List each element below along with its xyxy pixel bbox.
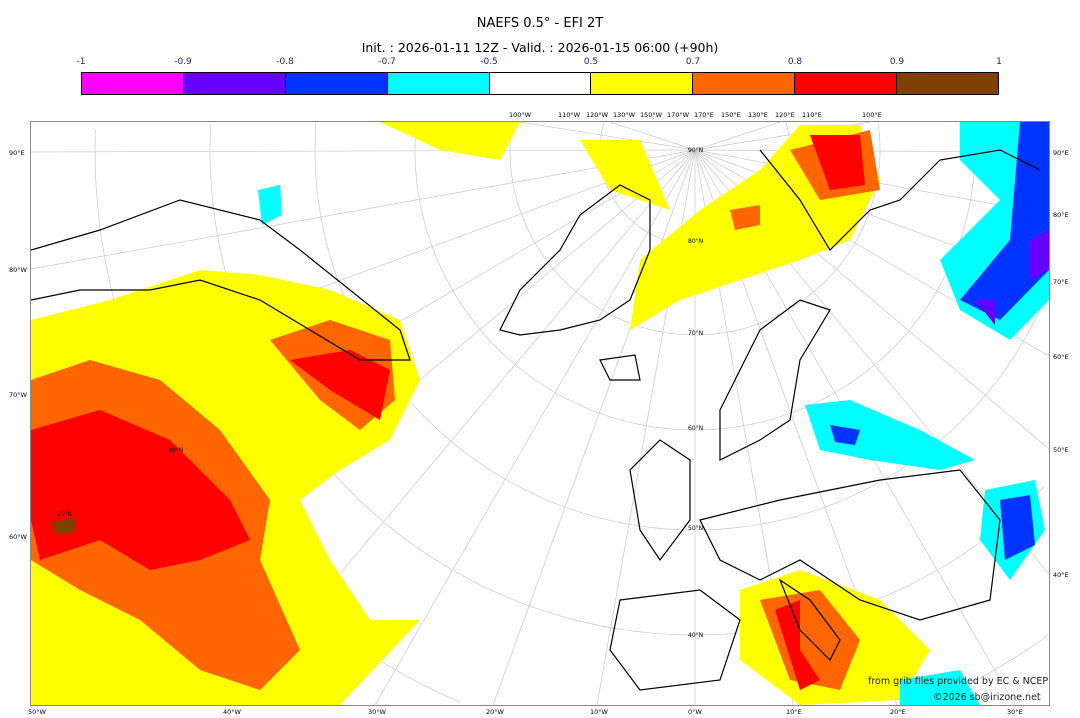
bottom-axis-label: 30°E (1007, 708, 1023, 716)
colorbar (81, 72, 999, 95)
colorbar-label: -0.5 (480, 57, 498, 67)
top-axis-label: 110°W (558, 111, 581, 119)
graticule-meridian (492, 149, 696, 705)
colorbar-swatch (82, 73, 184, 94)
right-axis-label: 90°E (1053, 149, 1069, 157)
data-source-credit: from grib files provided by EC & NCEP (868, 676, 1049, 687)
left-axis-label: 90°E (9, 149, 25, 157)
top-axis-label: 130°E (748, 111, 768, 119)
right-axis-label: 70°E (1053, 278, 1069, 286)
colorbar-swatch (795, 73, 898, 94)
lat-label: 60°N (688, 425, 703, 432)
graticule-meridian (519, 122, 696, 151)
bottom-axis-label: 30°W (368, 708, 386, 716)
lat-label: 20°N (57, 511, 72, 518)
colorbar-swatch (489, 73, 592, 94)
colorbar-swatch (285, 73, 388, 94)
lat-label: 30°N (168, 447, 183, 454)
colorbar-label: 0.5 (583, 57, 599, 67)
latitude-labels: 90°N 80°N 70°N 60°N 50°N 40°N 30°N 20°N (57, 147, 703, 639)
graticule-meridian (374, 149, 696, 705)
map-subtitle: Init. : 2026-01-11 12Z - Valid. : 2026-0… (361, 40, 719, 55)
colorbar-label: 1 (996, 57, 1002, 67)
bottom-axis-label: 20°E (890, 708, 906, 716)
colorbar-label: 0.8 (787, 57, 803, 67)
graticule-meridian (694, 122, 781, 151)
top-axis-label: 100°E (862, 111, 882, 119)
right-axis-label: 60°E (1053, 353, 1069, 361)
graticule-meridian (31, 149, 696, 153)
graticule-meridian (31, 149, 696, 270)
colorbar-swatch (591, 73, 694, 94)
left-axis-label: 70°W (9, 391, 27, 399)
graticule-parallel (414, 125, 976, 431)
colorbar-swatch (183, 73, 286, 94)
lat-label: 90°N (688, 147, 703, 154)
top-axis-label: 110°E (802, 111, 822, 119)
right-axis-label: 50°E (1053, 446, 1069, 454)
map-panel[interactable]: 90°N 80°N 70°N 60°N 50°N 40°N 30°N 20°N (30, 121, 1050, 706)
colorbar-label: -1 (76, 57, 86, 67)
colorbar-label: 0.7 (685, 57, 701, 67)
efi-map: 90°N 80°N 70°N 60°N 50°N 40°N 30°N 20°N (31, 122, 1049, 705)
top-axis-label: 170°W (667, 111, 690, 119)
lat-label: 70°N (688, 330, 703, 337)
bottom-axis-label: 0°W (688, 708, 702, 716)
right-axis-label: 80°E (1053, 211, 1069, 219)
bottom-axis-label: 40°W (223, 708, 241, 716)
colorbar-label: -0.7 (378, 57, 396, 67)
graticule-parallel (877, 124, 881, 150)
graticule-meridian (609, 122, 696, 151)
top-axis-label: 100°W (509, 111, 532, 119)
map-title: NAEFS 0.5° - EFI 2T (476, 16, 604, 31)
colorbar-label: 0.9 (889, 57, 905, 67)
lat-label: 50°N (688, 525, 703, 532)
lat-label: 40°N (688, 632, 703, 639)
bottom-axis-label: 10°E (786, 708, 802, 716)
coastlines (31, 149, 1041, 691)
colorbar-label: -0.8 (276, 57, 294, 67)
colorbar-swatch (693, 73, 796, 94)
left-axis-label: 80°W (9, 266, 27, 274)
top-axis-label: 150°W (640, 111, 663, 119)
colorbar-swatch (897, 73, 999, 94)
colorbar-swatch (387, 73, 490, 94)
top-axis-label: 120°W (586, 111, 609, 119)
top-axis-label: 170°E (694, 111, 714, 119)
efi-purple-area (975, 230, 1049, 325)
efi-brown-area (52, 518, 75, 534)
lat-label: 80°N (688, 238, 703, 245)
efi-red-areas (31, 135, 865, 690)
top-axis-label: 130°W (613, 111, 636, 119)
copyright-credit: ©2026 sb@irizone.net (933, 692, 1041, 703)
top-axis-label: 150°E (721, 111, 741, 119)
top-axis-label: 120°E (775, 111, 795, 119)
bottom-axis-label: 10°W (590, 708, 608, 716)
left-axis-label: 60°W (9, 533, 27, 541)
graticule-parallel (509, 124, 881, 336)
right-axis-label: 40°E (1053, 571, 1069, 579)
bottom-axis-label: 50°W (28, 708, 46, 716)
efi-blue-areas (830, 122, 1049, 560)
bottom-axis-label: 20°W (486, 708, 504, 716)
colorbar-label: -0.9 (174, 57, 192, 67)
